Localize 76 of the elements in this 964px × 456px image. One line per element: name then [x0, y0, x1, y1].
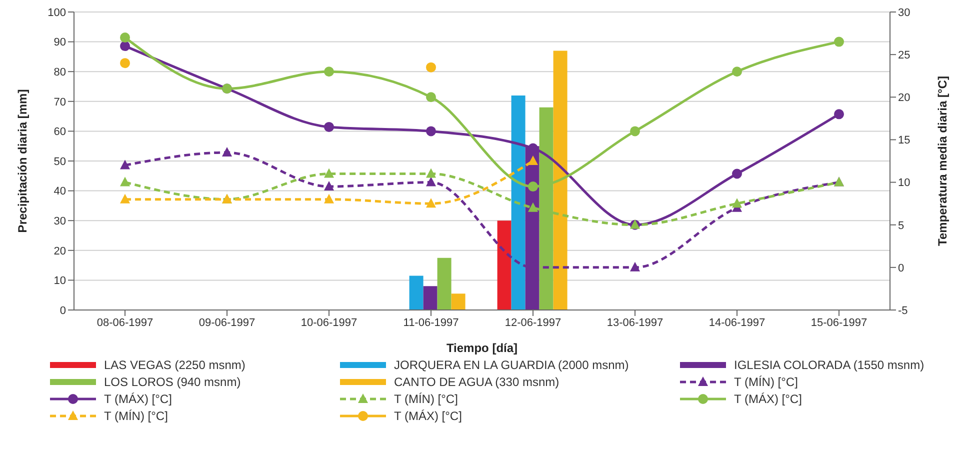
y2-tick-label: 5 — [898, 220, 904, 232]
y2-tick-label: 0 — [898, 262, 904, 274]
point — [834, 36, 844, 47]
x-axis-title: Tiempo [día] — [446, 341, 518, 355]
point — [528, 182, 538, 192]
legend-label: T (MÍN) [°C] — [394, 392, 458, 406]
x-tick-label: 15-06-1997 — [810, 316, 868, 329]
y-tick-label: 80 — [54, 66, 66, 79]
point — [120, 194, 130, 204]
y2-tick-label: 20 — [898, 92, 910, 104]
x-tick-label: 11-06-1997 — [403, 316, 459, 329]
y-tick-label: 50 — [54, 156, 66, 168]
point — [120, 176, 130, 186]
x-tick-label: 10-06-1997 — [300, 316, 358, 329]
point — [732, 168, 742, 179]
y-tick-label: 90 — [54, 36, 66, 49]
y-axis-title: Precipitación diaria [mm] — [15, 89, 30, 233]
y2-tick-label: -5 — [898, 304, 908, 317]
point — [120, 41, 130, 52]
point — [528, 156, 538, 165]
x-tick-label: 09-06-1997 — [198, 316, 256, 329]
point — [426, 92, 436, 102]
legend-label: T (MÁX) [°C] — [104, 392, 172, 406]
point — [222, 146, 232, 156]
bar — [423, 286, 438, 310]
point — [324, 122, 334, 132]
point — [120, 58, 130, 68]
point — [324, 194, 334, 204]
y-tick-label: 10 — [54, 275, 66, 288]
legend-label: T (MÍN) [°C] — [104, 409, 168, 423]
point — [834, 109, 844, 120]
y2-tick-label: 10 — [898, 177, 910, 190]
bar — [497, 220, 512, 310]
y-tick-label: 0 — [60, 304, 66, 317]
bar — [553, 50, 568, 310]
y-tick-label: 30 — [54, 216, 66, 228]
legend-label: T (MÍN) [°C] — [734, 375, 798, 389]
legend-label: T (MÁX) [°C] — [734, 392, 802, 406]
y2-tick-label: 25 — [898, 49, 910, 62]
point — [120, 32, 130, 43]
point — [324, 168, 334, 178]
x-tick-label: 14-06-1997 — [708, 316, 766, 329]
legend-label: JORQUERA EN LA GUARDIA (2000 msnm) — [394, 358, 629, 372]
y-tick-label: 20 — [54, 245, 66, 258]
y2-tick-label: 15 — [898, 134, 910, 147]
point — [426, 168, 436, 178]
legend-label: LAS VEGAS (2250 msnm) — [104, 358, 246, 372]
y-tick-label: 40 — [54, 186, 66, 198]
point — [426, 62, 436, 72]
point — [324, 66, 334, 77]
point — [120, 160, 130, 170]
point — [630, 126, 640, 136]
point — [426, 126, 436, 136]
point — [426, 176, 436, 186]
legend-label: T (MÁX) [°C] — [394, 409, 462, 423]
y2-tick-label: 30 — [898, 6, 910, 19]
point — [732, 66, 742, 77]
bar — [451, 294, 466, 310]
point — [426, 198, 436, 208]
legend-label: CANTO DE AGUA (330 msnm) — [394, 375, 560, 389]
point — [528, 202, 538, 212]
point — [324, 181, 334, 191]
x-tick-label: 12-06-1997 — [504, 316, 562, 329]
x-tick-label: 08-06-1997 — [96, 316, 154, 329]
legend-label: LOS LOROS (940 msnm) — [104, 375, 241, 389]
y-tick-label: 100 — [48, 6, 66, 19]
bar — [511, 95, 526, 310]
y2-axis-title: Temperatura media diaria [°C] — [935, 76, 950, 246]
bar — [409, 276, 424, 310]
point — [630, 262, 640, 272]
bar — [437, 258, 452, 310]
x-tick-label: 13-06-1997 — [606, 316, 664, 329]
legend-label: IGLESIA COLORADA (1550 msnm) — [734, 358, 924, 372]
y-tick-label: 60 — [54, 126, 66, 138]
point — [732, 198, 742, 208]
y-tick-label: 70 — [54, 96, 66, 108]
